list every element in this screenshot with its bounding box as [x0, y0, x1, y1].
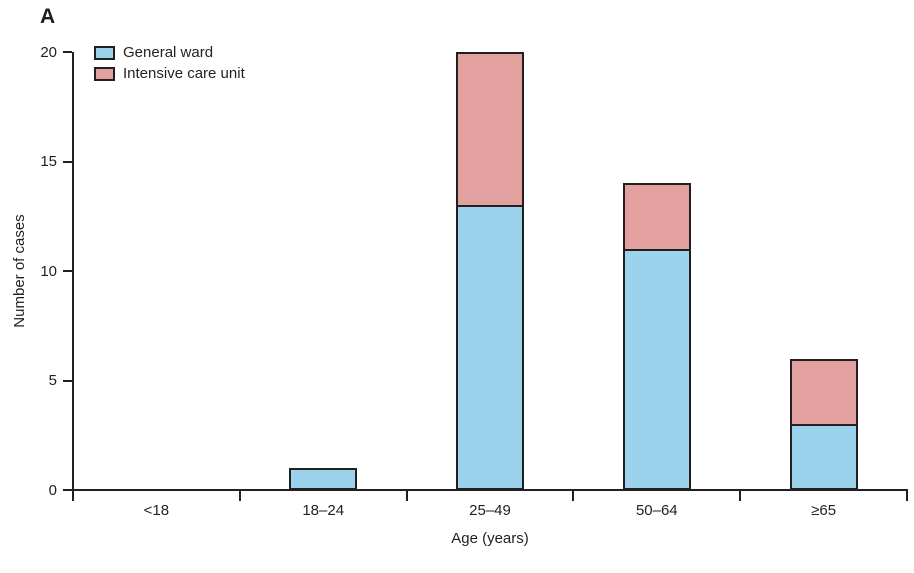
x-axis-line: [72, 489, 908, 491]
y-tick-label-10: 10: [40, 262, 57, 280]
x-tick-label-1: 18–24: [302, 502, 345, 519]
x-tick-label-4: ≥65: [811, 502, 837, 519]
x-tick-label-3: 50–64: [635, 502, 678, 519]
y-tick-10: [63, 270, 72, 272]
bar-general-ward-cat-2: [456, 205, 524, 490]
bar-general-ward-cat-4: [789, 424, 858, 490]
x-tick-label-2: 25–49: [469, 502, 511, 519]
chart-legend: General ward Intensive care unit: [94, 45, 245, 87]
general-ward-swatch: [94, 46, 115, 60]
x-tick-0: [72, 491, 74, 501]
y-tick-label-15: 15: [40, 153, 57, 170]
panel-label: A: [40, 5, 56, 28]
bar-general-ward-cat-1: [289, 468, 358, 490]
x-tick-5: [906, 491, 908, 501]
x-tick-4: [739, 491, 742, 501]
x-tick-2: [405, 491, 408, 501]
x-tick-3: [572, 491, 575, 501]
y-tick-5: [63, 379, 72, 382]
legend-item-general-ward: General ward: [94, 45, 245, 61]
y-tick-20: [63, 51, 72, 53]
x-tick-1: [238, 491, 241, 501]
x-axis-title: Age (years): [451, 530, 529, 547]
y-tick-label-5: 5: [48, 372, 57, 389]
y-tick-0: [63, 489, 72, 491]
legend-label-intensive-care-unit: Intensive care unit: [123, 65, 245, 82]
intensive-care-unit-swatch: [94, 67, 115, 81]
y-tick-15: [63, 160, 72, 163]
legend-label-general-ward: General ward: [123, 44, 214, 61]
plot-area: Number of cases Age (years) 0 5 10 15 20 <18 1…: [11, 45, 908, 547]
bar-general-ward-cat-3: [622, 249, 691, 490]
bar-intensive-care-unit-cat-3: [622, 183, 691, 252]
bar-intensive-care-unit-cat-4: [789, 358, 858, 427]
x-tick-label-0: <18: [143, 502, 170, 519]
y-axis-line: [72, 52, 74, 492]
y-tick-label-0: 0: [48, 481, 57, 499]
legend-item-intensive-care-unit: Intensive care unit: [94, 66, 245, 82]
bar-intensive-care-unit-cat-2: [456, 52, 524, 208]
y-tick-label-20: 20: [40, 43, 57, 61]
